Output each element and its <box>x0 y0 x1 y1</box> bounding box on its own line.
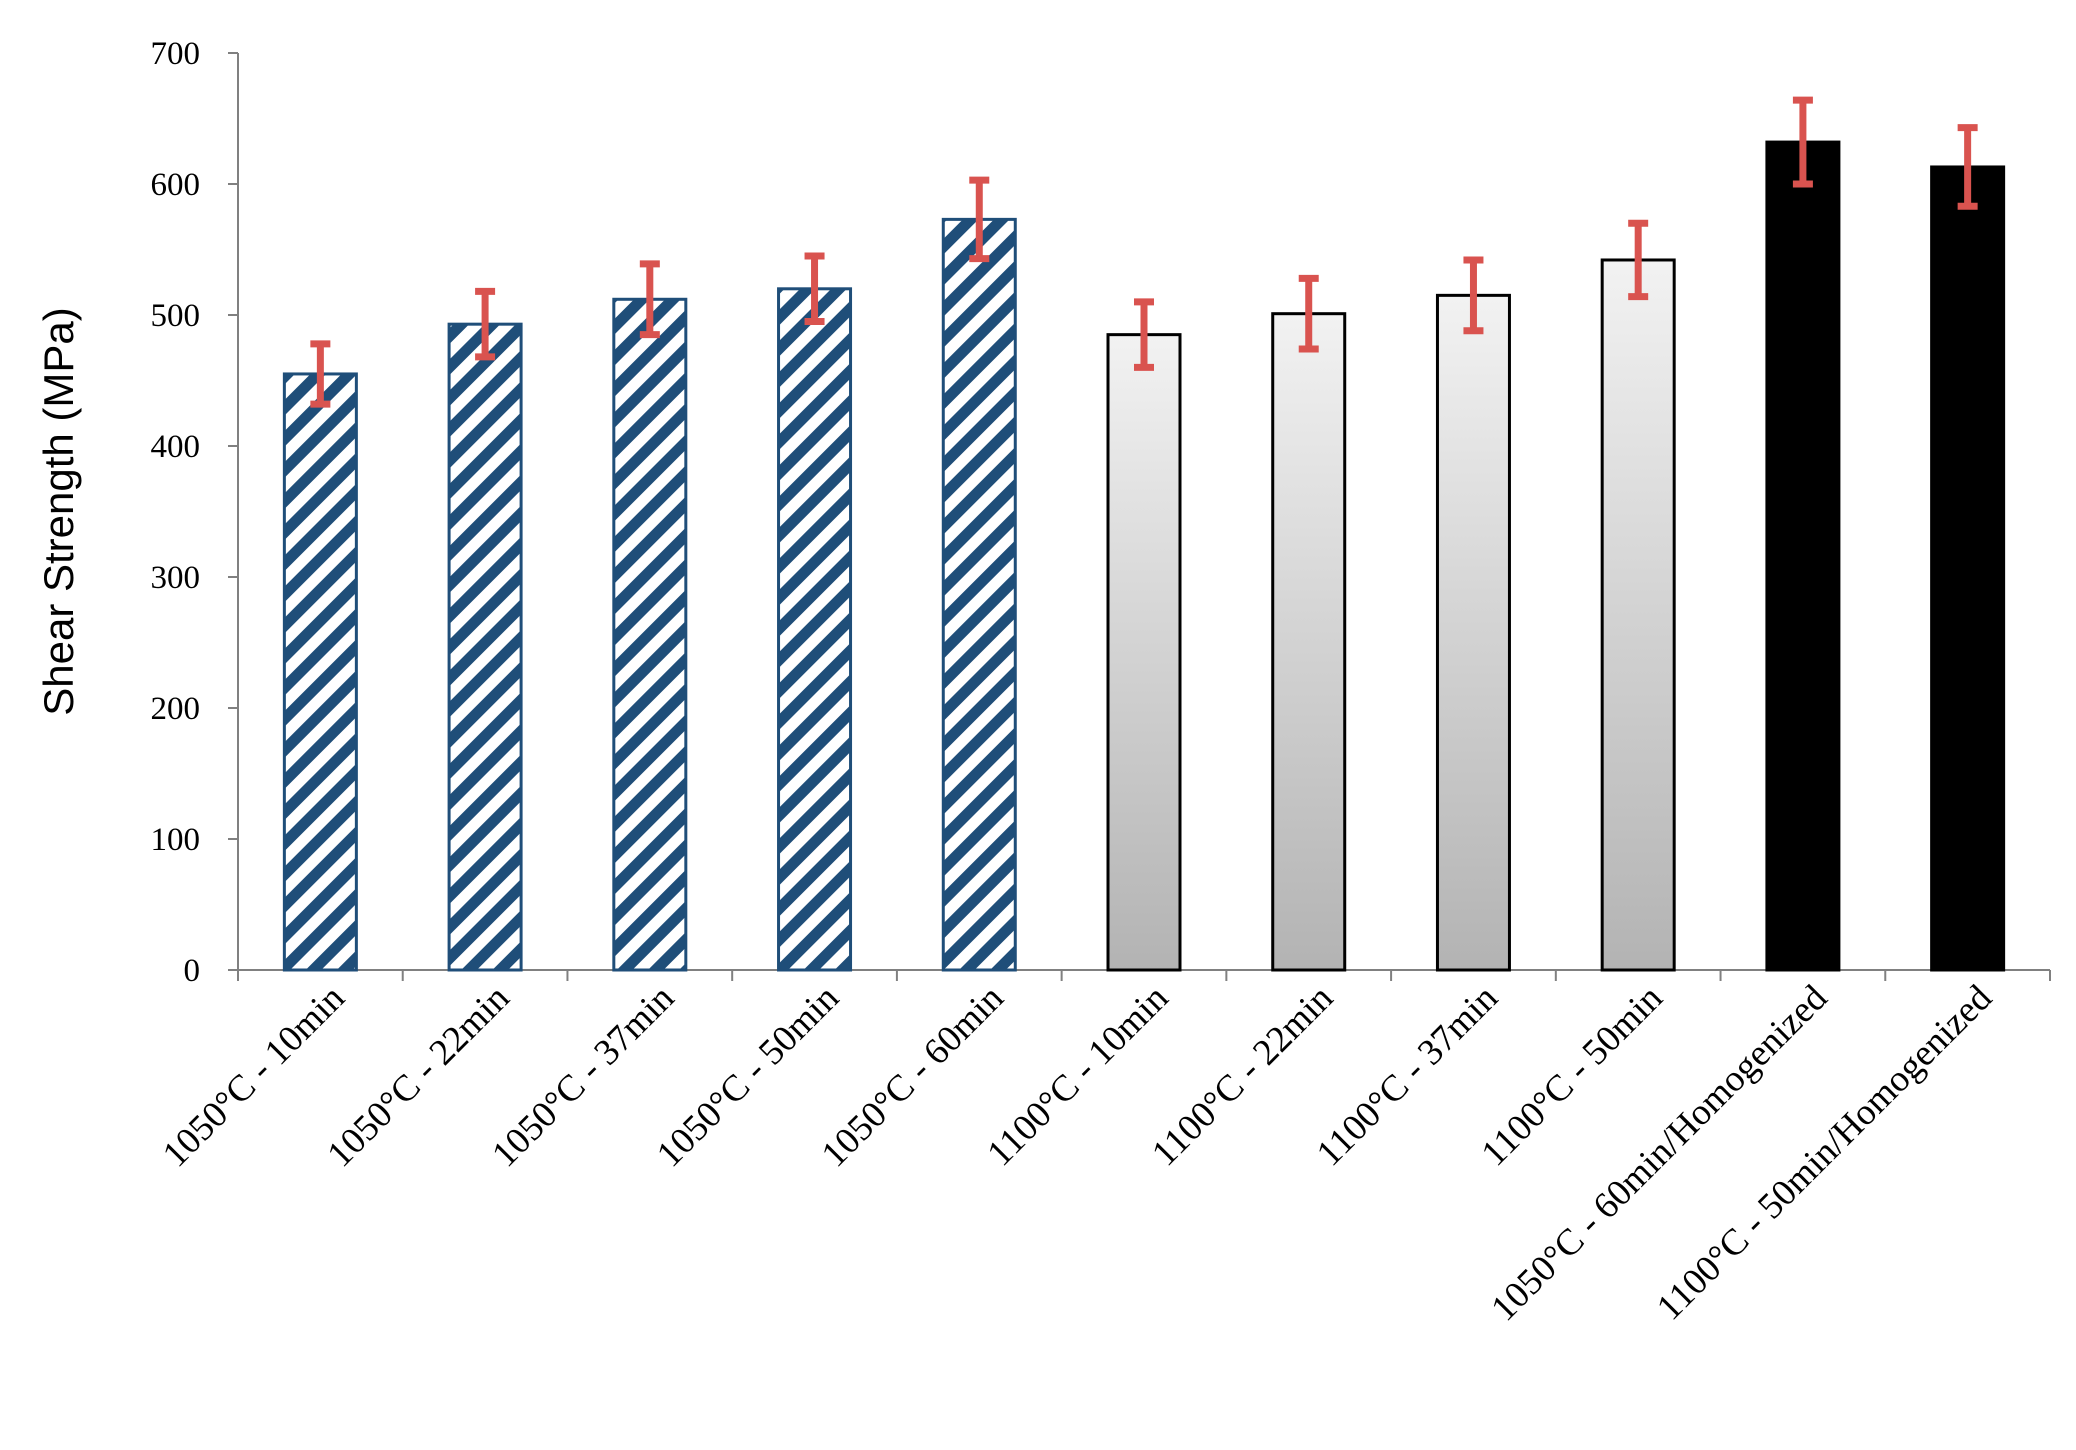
x-tick-label: 1050°C - 60min/Homogenized <box>1483 977 1835 1329</box>
y-tick-label: 600 <box>151 167 201 203</box>
error-bar <box>1792 96 1813 188</box>
x-tick-label: 1100°C - 50min/Homogenized <box>1649 977 2000 1328</box>
y-tick-label: 400 <box>151 429 201 465</box>
y-tick-label: 300 <box>151 560 201 596</box>
bar <box>1271 312 1347 972</box>
y-axis: 0 100 200 300 400 500 600 700 <box>151 36 239 989</box>
error-bar <box>1298 274 1319 353</box>
x-axis <box>237 969 2051 981</box>
bar <box>612 297 688 972</box>
y-axis-title: Shear Strength (MPa) <box>35 307 82 716</box>
error-bar <box>1628 219 1649 301</box>
error-bar <box>639 260 660 339</box>
y-tick-label: 0 <box>184 953 201 989</box>
error-bar <box>475 287 496 361</box>
y-tick-label: 200 <box>151 691 201 727</box>
y-tick-label: 500 <box>151 298 201 334</box>
error-bar <box>310 340 331 408</box>
bar <box>777 287 853 972</box>
bar <box>1765 140 1841 972</box>
error-bars <box>310 96 1978 408</box>
error-bar <box>969 176 990 263</box>
bar <box>941 217 1017 972</box>
y-tick-label: 100 <box>151 822 201 858</box>
bars <box>282 140 2006 972</box>
error-bar <box>1134 298 1154 371</box>
error-bar <box>804 252 825 326</box>
bar <box>1600 258 1676 972</box>
bar <box>282 372 358 972</box>
error-bar <box>1957 124 1978 210</box>
bar <box>1930 165 2006 972</box>
bar <box>447 322 523 972</box>
bar <box>1106 333 1182 972</box>
bar <box>1435 293 1511 972</box>
error-bar <box>1463 256 1484 335</box>
y-tick-label: 700 <box>151 36 201 72</box>
